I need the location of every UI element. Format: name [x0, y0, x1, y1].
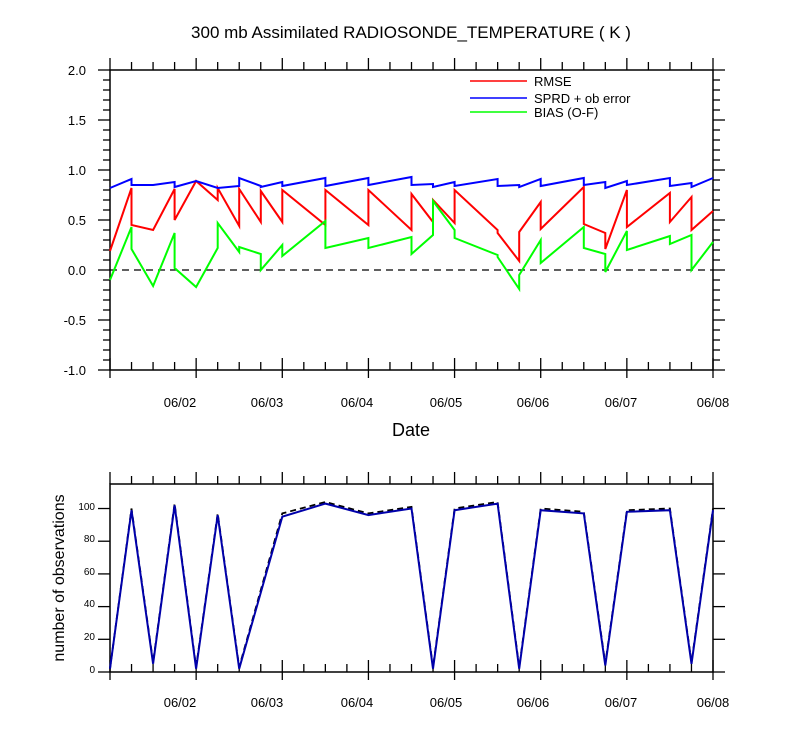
bottom-y-tick-label: 60	[84, 567, 96, 578]
top-y-tick-label: -1.0	[64, 363, 86, 378]
legend-label-bias: BIAS (O-F)	[534, 105, 598, 120]
bottom-panel: 100 80 60 40 20 0 06/02 06/03 06/04 06/0…	[51, 472, 729, 710]
series-line-bias-o-f	[109, 197, 714, 293]
series-line-sprd-ob-error	[109, 175, 714, 190]
top-y-tick-label: 2.0	[68, 63, 86, 78]
bottom-x-tick-label: 06/02	[164, 695, 197, 710]
series-line-rmse	[109, 179, 714, 264]
bottom-y-tick-label: 0	[89, 665, 95, 676]
x-axis-title: Date	[392, 420, 430, 440]
top-x-tick-label: 06/05	[430, 395, 463, 410]
chart-title: 300 mb Assimilated RADIOSONDE_TEMPERATUR…	[191, 23, 631, 42]
top-panel: 2.0 1.5 1.0 0.5 0.0 -0.5 -1.0 06/02 06/0…	[64, 58, 730, 440]
bottom-y-tick-label: 40	[84, 599, 96, 610]
bottom-x-tick-label: 06/04	[341, 695, 374, 710]
bottom-y-tick-label: 100	[78, 502, 95, 513]
bottom-x-tick-label: 06/08	[697, 695, 730, 710]
bottom-x-tick-label: 06/06	[517, 695, 550, 710]
obs-line-used	[109, 502, 714, 669]
legend-label-sprd: SPRD + ob error	[534, 91, 631, 106]
top-y-tick-label: -0.5	[64, 313, 86, 328]
top-x-tick-label: 06/04	[341, 395, 374, 410]
bottom-x-tick-label: 06/03	[251, 695, 284, 710]
bottom-axis-ticks	[98, 472, 725, 680]
top-x-tick-label: 06/02	[164, 395, 197, 410]
top-series-lines	[109, 175, 714, 293]
bottom-x-tick-label: 06/05	[430, 695, 463, 710]
bottom-y-tick-label: 20	[84, 632, 96, 643]
bottom-y-axis-title: number of observations	[51, 494, 68, 661]
top-y-tick-label: 0.5	[68, 213, 86, 228]
bottom-series-lines	[109, 500, 714, 669]
legend: RMSE SPRD + ob error BIAS (O-F)	[470, 74, 631, 120]
top-x-tick-label: 06/08	[697, 395, 730, 410]
legend-label-rmse: RMSE	[534, 74, 572, 89]
top-y-tick-label: 0.0	[68, 263, 86, 278]
bottom-y-tick-label: 80	[84, 534, 96, 545]
top-x-tick-label: 06/03	[251, 395, 284, 410]
top-axis-ticks	[98, 58, 725, 378]
top-x-tick-label: 06/07	[605, 395, 638, 410]
top-x-tick-label: 06/06	[517, 395, 550, 410]
bottom-x-tick-label: 06/07	[605, 695, 638, 710]
top-y-tick-label: 1.5	[68, 113, 86, 128]
top-y-tick-label: 1.0	[68, 163, 86, 178]
